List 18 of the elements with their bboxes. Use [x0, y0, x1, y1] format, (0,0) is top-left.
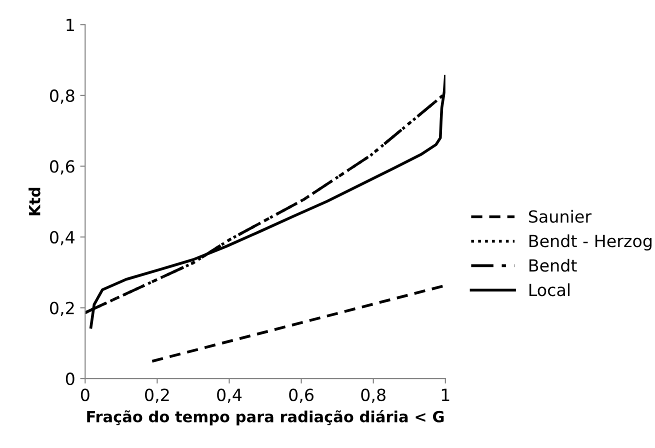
x-axis-title: Fração do tempo para radiação diária < G [87, 410, 444, 426]
y-tick-label: 1 [66, 18, 74, 31]
y-tick-label: 0,6 [50, 160, 74, 174]
x-tick-label: 1 [442, 388, 450, 401]
x-tick-label: 0 [80, 388, 90, 402]
y-tick-label: 0,4 [50, 230, 74, 246]
legend-label: Saunier [528, 210, 592, 223]
x-tick-label: 0,6 [289, 388, 314, 403]
y-tick-label: 0,2 [50, 302, 74, 316]
x-tick-label: 0,8 [361, 388, 386, 403]
y-tick-label: 0 [66, 372, 74, 386]
legend-label: Bendt [530, 258, 577, 272]
y-axis-title: Ktd [28, 188, 40, 216]
y-tick-label: 0,8 [50, 89, 74, 104]
x-tick-label: 0,2 [145, 388, 169, 403]
x-tick-label: 0,4 [217, 388, 242, 403]
legend-label: Local [530, 283, 570, 296]
legend-label: Bendt - Herzog [530, 234, 652, 251]
